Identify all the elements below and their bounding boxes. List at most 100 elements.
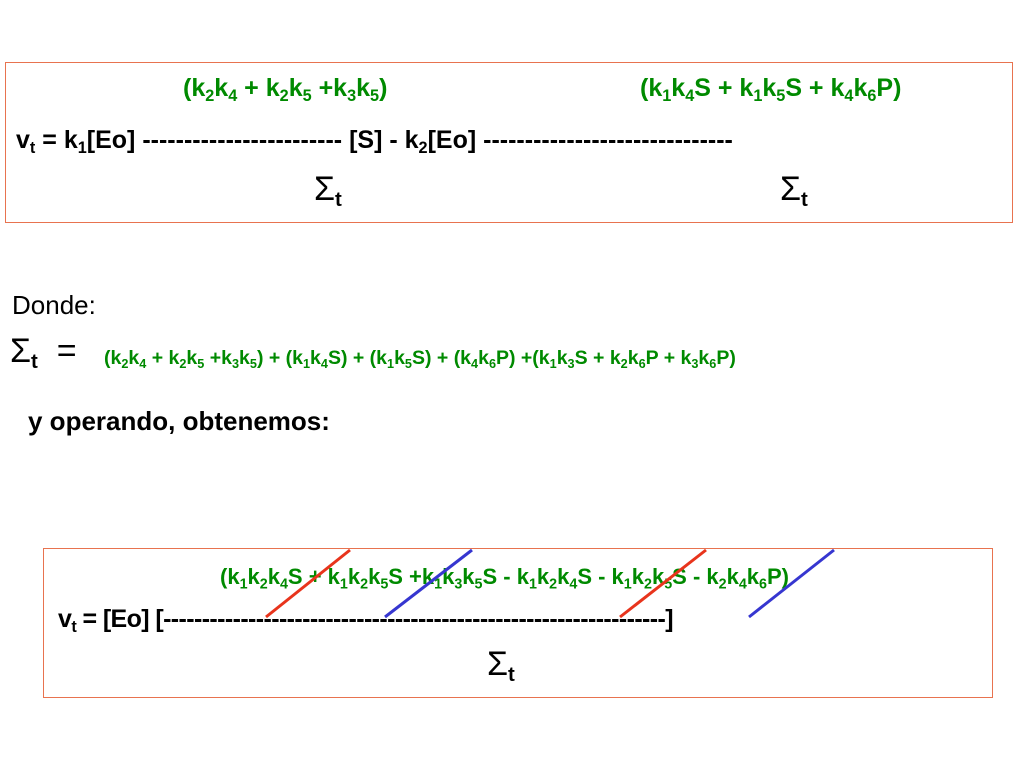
subscript: 4 [569,576,578,593]
text: S - k [577,564,624,589]
subscript: 2 [121,356,129,371]
text: k [478,347,489,369]
text: v [16,126,30,154]
text: ) + (k [256,347,303,369]
text: k [698,347,710,369]
equation-box [5,62,1013,223]
text: S + k [694,74,754,102]
text: k [746,564,760,589]
text: k [671,74,686,102]
subscript: 2 [259,576,268,593]
text: k [288,74,303,102]
text: S) + (k [411,347,472,369]
text: = [Eo] [--------------------------------… [76,605,673,633]
text: k [394,347,405,369]
subscript: t [335,189,342,212]
text: S + k [287,564,340,589]
text: k [462,564,475,589]
subscript: 6 [759,576,767,593]
subscript: 2 [418,138,428,157]
label: y operando, obtenemos: [28,406,330,436]
subscript: 4 [279,576,288,593]
sigma-rhs: (k2k4 + k2k5 +k3k5) + (k1k4S) + (k1k5S) … [104,347,736,370]
subscript: 1 [662,86,672,105]
text: (k [220,564,240,589]
subscript: 1 [623,576,632,593]
subscript: t [29,138,36,157]
text: k [267,564,280,589]
text: k [356,74,371,102]
text: P) +(k [495,347,550,369]
denominator: Σt [314,170,342,212]
text: k [128,347,140,369]
subscript: 4 [738,576,747,593]
subscript: 4 [844,86,854,105]
subscript: 3 [567,356,575,371]
subscript: t [801,189,808,212]
subscript: 2 [179,356,187,371]
numerator: (k1k2k4S + k1k2k5S +k1k3k5S - k1k2k4S - … [220,564,789,593]
subscript: 4 [471,356,479,371]
text: k [186,347,198,369]
text: P) [876,74,902,102]
subscript: 6 [488,356,496,371]
text: P + k [645,347,692,369]
subscript: t [71,617,77,636]
text: +k [204,347,232,369]
subscript: t [508,664,515,687]
subscript: 3 [231,356,240,371]
text: k [347,564,361,589]
strike [265,548,351,619]
subscript: 5 [776,86,786,105]
subscript: 3 [347,86,357,105]
label: Donde: [12,290,96,320]
equation-box [43,548,993,698]
text: = [37,332,77,370]
text: + k [146,347,180,369]
strike [748,548,835,619]
text: [Eo] ------------------------ [S] - k [86,126,419,154]
subscript: 1 [339,576,348,593]
text: v [58,605,72,633]
text: S +k [388,564,435,589]
subscript: 1 [434,576,443,593]
subscript: 5 [197,356,205,371]
subscript: 2 [360,576,369,593]
text: (k [104,347,122,369]
subscript: 2 [279,86,289,105]
subscript: 2 [718,576,727,593]
text: S - k [482,564,529,589]
text: k [557,564,570,589]
denominator: Σt [487,645,515,687]
subscript: 5 [474,576,483,593]
subscript: 5 [249,356,257,371]
text: + k [237,74,280,102]
subscript: 2 [620,356,628,371]
subscript: 6 [638,356,646,371]
subscript: 5 [302,86,312,105]
subscript: 5 [380,576,389,593]
text: k [247,564,260,589]
text: k [214,74,229,102]
strike [619,548,707,619]
text: [Eo] ------------------------------ [427,126,733,154]
text: S) + (k [327,347,388,369]
text: k [368,564,381,589]
subscript: 2 [549,576,558,593]
subscript: 1 [77,138,87,157]
subscript: 1 [239,576,248,593]
text: P) [766,564,789,589]
subscript: 5 [370,86,380,105]
equation-line: vt = [Eo] [-----------------------------… [58,605,674,636]
text: k [239,347,250,369]
text: k [762,74,777,102]
text: k [627,347,639,369]
subscript: 6 [867,86,877,105]
text: +k [311,74,348,102]
numerator: (k1k4S + k1k5S + k4k6P) [640,74,902,105]
text: k [556,347,568,369]
numerator: (k2k4 + k2k5 +k3k5) [183,74,387,105]
subscript: 1 [549,356,557,371]
